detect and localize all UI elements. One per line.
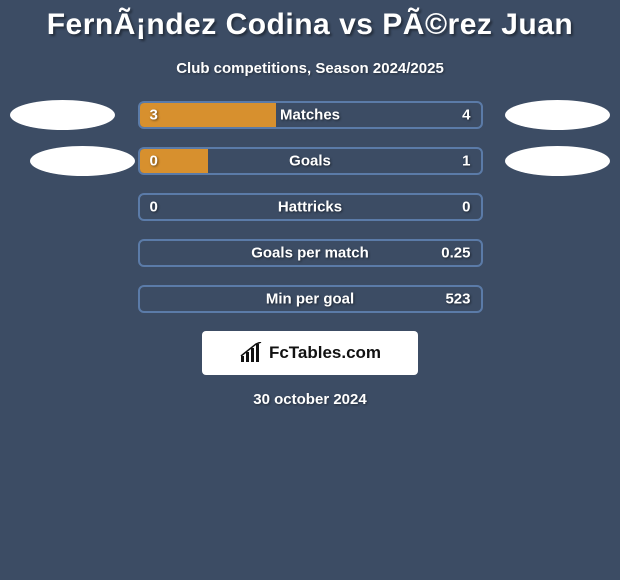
stat-value-right: 523	[445, 291, 470, 308]
stat-label: Matches	[280, 107, 340, 124]
stats-area: 3 4 Matches 0 1 Goals 0 0 Hattricks 0.25 Goals per…	[0, 101, 620, 313]
player-marker-right	[505, 146, 610, 176]
card-subtitle: Club competitions, Season 2024/2025	[0, 60, 620, 77]
stat-row: 0.25 Goals per match	[10, 239, 610, 267]
stat-row: 0 1 Goals	[10, 147, 610, 175]
player-marker-left	[30, 146, 135, 176]
stat-bar: 523 Min per goal	[138, 285, 483, 313]
stat-bar: 0.25 Goals per match	[138, 239, 483, 267]
stat-value-left: 3	[150, 107, 158, 124]
stat-bar: 0 1 Goals	[138, 147, 483, 175]
stat-label: Goals	[289, 153, 331, 170]
card-date: 30 october 2024	[0, 391, 620, 408]
stat-fill-left	[140, 103, 276, 127]
player-marker-left	[10, 100, 115, 130]
stat-label: Hattricks	[278, 199, 342, 216]
stat-value-right: 0	[462, 199, 470, 216]
stat-bar: 3 4 Matches	[138, 101, 483, 129]
player-marker-right	[505, 100, 610, 130]
brand-bars-icon	[239, 342, 265, 364]
brand-box: FcTables.com	[202, 331, 418, 375]
stat-value-right: 4	[462, 107, 470, 124]
stat-label: Min per goal	[266, 291, 354, 308]
stat-row: 523 Min per goal	[10, 285, 610, 313]
stat-bar: 0 0 Hattricks	[138, 193, 483, 221]
stat-row: 3 4 Matches	[10, 101, 610, 129]
comparison-card: FernÃ¡ndez Codina vs PÃ©rez Juan Club co…	[0, 0, 620, 580]
card-title: FernÃ¡ndez Codina vs PÃ©rez Juan	[0, 0, 620, 42]
stat-value-right: 0.25	[441, 245, 470, 262]
stat-label: Goals per match	[251, 245, 369, 262]
stat-row: 0 0 Hattricks	[10, 193, 610, 221]
stat-value-left: 0	[150, 153, 158, 170]
stat-value-right: 1	[462, 153, 470, 170]
stat-value-left: 0	[150, 199, 158, 216]
brand-text: FcTables.com	[269, 343, 381, 363]
